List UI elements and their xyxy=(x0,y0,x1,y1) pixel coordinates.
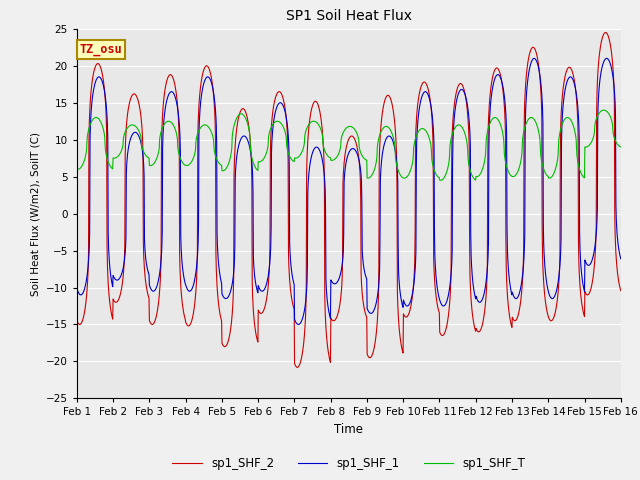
sp1_SHF_2 xyxy=(180,314,188,320)
Line: sp1_SHF_1: sp1_SHF_1 xyxy=(77,59,621,324)
sp1_SHF_2 xyxy=(553,302,561,308)
sp1_SHF_1 xyxy=(617,256,625,262)
sp1_SHF_T xyxy=(194,131,202,136)
sp1_SHF_T xyxy=(436,178,444,183)
sp1_SHF_2 xyxy=(293,364,301,370)
sp1_SHF_T xyxy=(255,159,262,165)
Y-axis label: Soil Heat Flux (W/m2), SoilT (C): Soil Heat Flux (W/m2), SoilT (C) xyxy=(30,132,40,296)
sp1_SHF_T xyxy=(180,162,188,168)
sp1_SHF_1 xyxy=(180,278,188,284)
sp1_SHF_T xyxy=(617,144,625,150)
Text: TZ_osu: TZ_osu xyxy=(79,43,122,56)
Line: sp1_SHF_2: sp1_SHF_2 xyxy=(77,33,621,367)
sp1_SHF_T xyxy=(433,173,441,179)
sp1_SHF_T xyxy=(600,107,607,113)
sp1_SHF_2 xyxy=(255,308,262,314)
sp1_SHF_1 xyxy=(434,287,442,292)
sp1_SHF_T xyxy=(505,169,513,175)
sp1_SHF_T xyxy=(73,166,81,172)
sp1_SHF_2 xyxy=(73,317,81,323)
sp1_SHF_1 xyxy=(194,248,202,254)
Line: sp1_SHF_T: sp1_SHF_T xyxy=(77,110,621,180)
sp1_SHF_2 xyxy=(602,30,609,36)
sp1_SHF_2 xyxy=(617,288,625,294)
sp1_SHF_1 xyxy=(531,56,538,61)
sp1_SHF_1 xyxy=(73,285,81,291)
sp1_SHF_1 xyxy=(505,268,513,274)
Legend: sp1_SHF_2, sp1_SHF_1, sp1_SHF_T: sp1_SHF_2, sp1_SHF_1, sp1_SHF_T xyxy=(168,452,530,475)
sp1_SHF_2 xyxy=(434,302,442,308)
X-axis label: Time: Time xyxy=(334,423,364,436)
sp1_SHF_1 xyxy=(294,322,302,327)
sp1_SHF_2 xyxy=(194,136,202,142)
Title: SP1 Soil Heat Flux: SP1 Soil Heat Flux xyxy=(286,10,412,24)
sp1_SHF_2 xyxy=(505,305,513,311)
sp1_SHF_1 xyxy=(255,284,262,289)
sp1_SHF_T xyxy=(553,162,561,168)
sp1_SHF_1 xyxy=(553,286,561,292)
